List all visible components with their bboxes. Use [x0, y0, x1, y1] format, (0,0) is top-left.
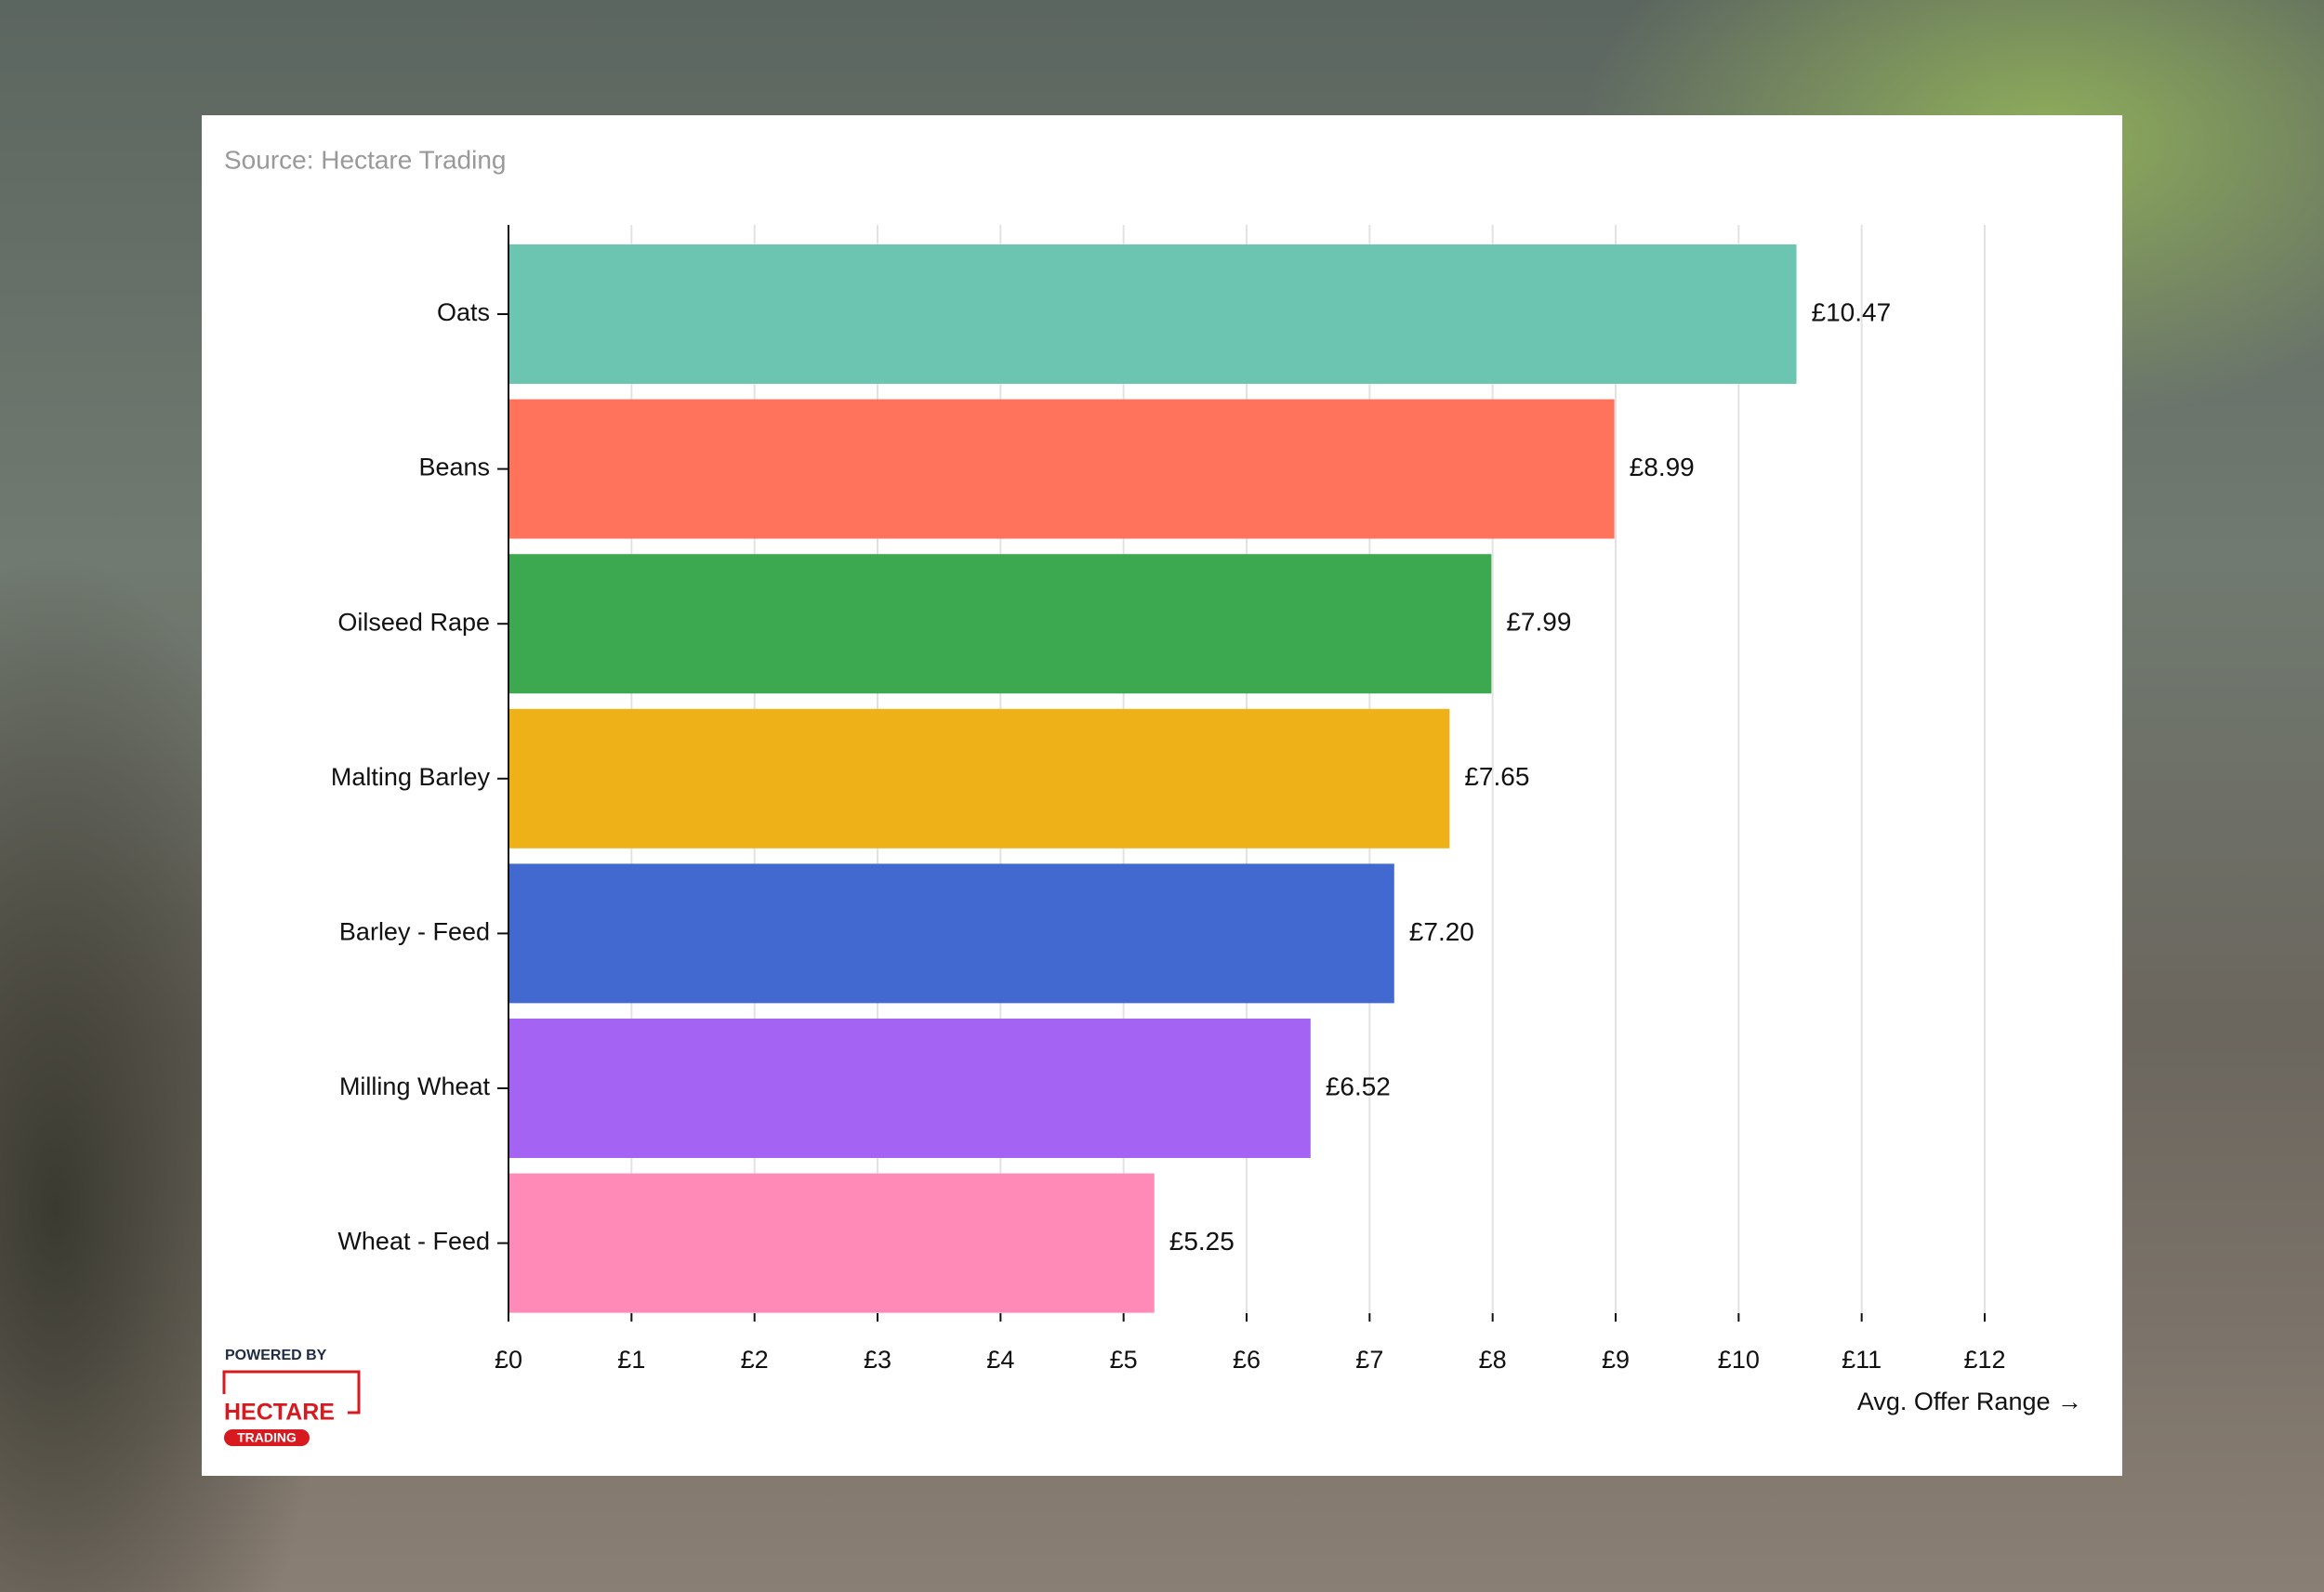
value-label: £10.47: [1812, 297, 1892, 326]
bar: [508, 244, 1797, 384]
value-label: £7.65: [1464, 762, 1529, 791]
logo-frame: [222, 1370, 361, 1414]
x-tick-label: £2: [741, 1346, 769, 1374]
x-tick-label: £3: [864, 1346, 891, 1374]
x-tick-label: £6: [1233, 1346, 1261, 1374]
logo-brand: HECTARE: [224, 1400, 335, 1426]
y-tick-label: Milling Wheat: [339, 1072, 491, 1100]
bar: [508, 1173, 1155, 1313]
y-tick-label: Barley - Feed: [339, 918, 490, 946]
x-tick-label: £1: [617, 1346, 645, 1374]
bar: [508, 1019, 1311, 1158]
logo-sub: TRADING: [237, 1430, 297, 1445]
logo-powered-by: POWERED BY: [225, 1348, 327, 1363]
x-tick-label: £10: [1718, 1346, 1760, 1374]
x-tick-label: £0: [495, 1346, 522, 1374]
x-tick-label: £8: [1479, 1346, 1507, 1374]
value-label: £5.25: [1169, 1227, 1235, 1256]
value-label: £7.99: [1506, 608, 1571, 637]
value-label: £6.52: [1326, 1072, 1391, 1100]
x-tick-label: £9: [1602, 1346, 1630, 1374]
value-label: £8.99: [1630, 453, 1695, 481]
x-tick-label: £11: [1842, 1346, 1882, 1374]
bar: [508, 863, 1394, 1004]
y-tick-label: Oilseed Rape: [337, 608, 490, 636]
x-axis-label: Avg. Offer Range →: [1857, 1388, 2082, 1415]
logo-pill: [224, 1429, 310, 1446]
value-label: £7.20: [1409, 917, 1474, 946]
x-tick-label: £7: [1355, 1346, 1383, 1374]
y-tick-label: Oats: [437, 298, 490, 326]
source: Source: Hectare Trading: [224, 145, 507, 174]
bar: [508, 399, 1615, 539]
x-tick-label: £12: [1963, 1346, 2005, 1374]
bar: [508, 708, 1450, 849]
y-tick-label: Wheat - Feed: [337, 1228, 490, 1256]
y-tick-label: Malting Barley: [331, 763, 491, 791]
x-tick-label: £4: [986, 1346, 1014, 1374]
bar: [508, 554, 1492, 694]
y-tick-label: Beans: [418, 454, 490, 481]
x-tick-label: £5: [1110, 1346, 1138, 1374]
